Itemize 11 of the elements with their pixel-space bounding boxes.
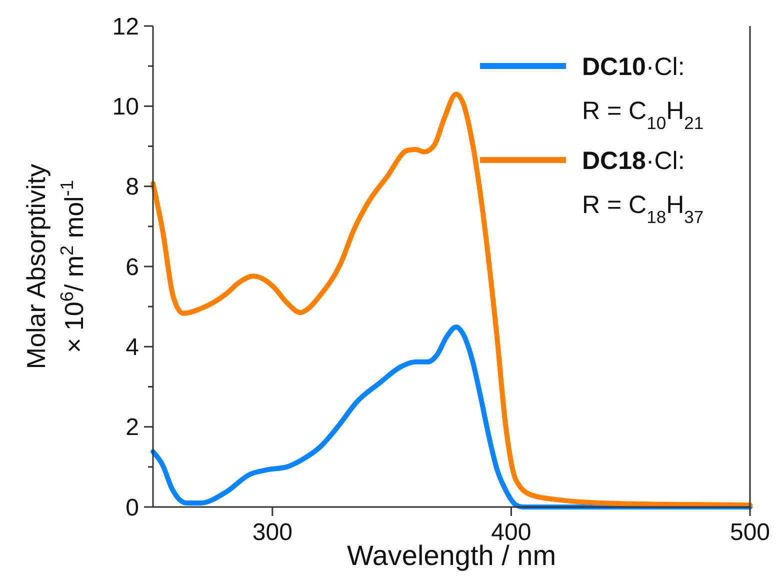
y-tick-label: 4	[126, 334, 139, 362]
y-tick-label: 0	[126, 494, 139, 522]
y-tick-label: 12	[112, 13, 139, 40]
legend-label: DC10·Cl: R = C$_{10}$H$_{21}$	[582, 53, 704, 133]
y-tick-label: 10	[112, 94, 139, 121]
x-tick-label: 300	[252, 519, 292, 546]
legend-label: DC18·Cl: R = C$_{18}$H$_{37}$	[582, 147, 704, 227]
y-tick-label: 6	[126, 254, 139, 281]
y-tick-label: 8	[126, 174, 139, 201]
y-tick-label: 2	[126, 414, 139, 442]
x-tick-label: 500	[730, 519, 770, 546]
